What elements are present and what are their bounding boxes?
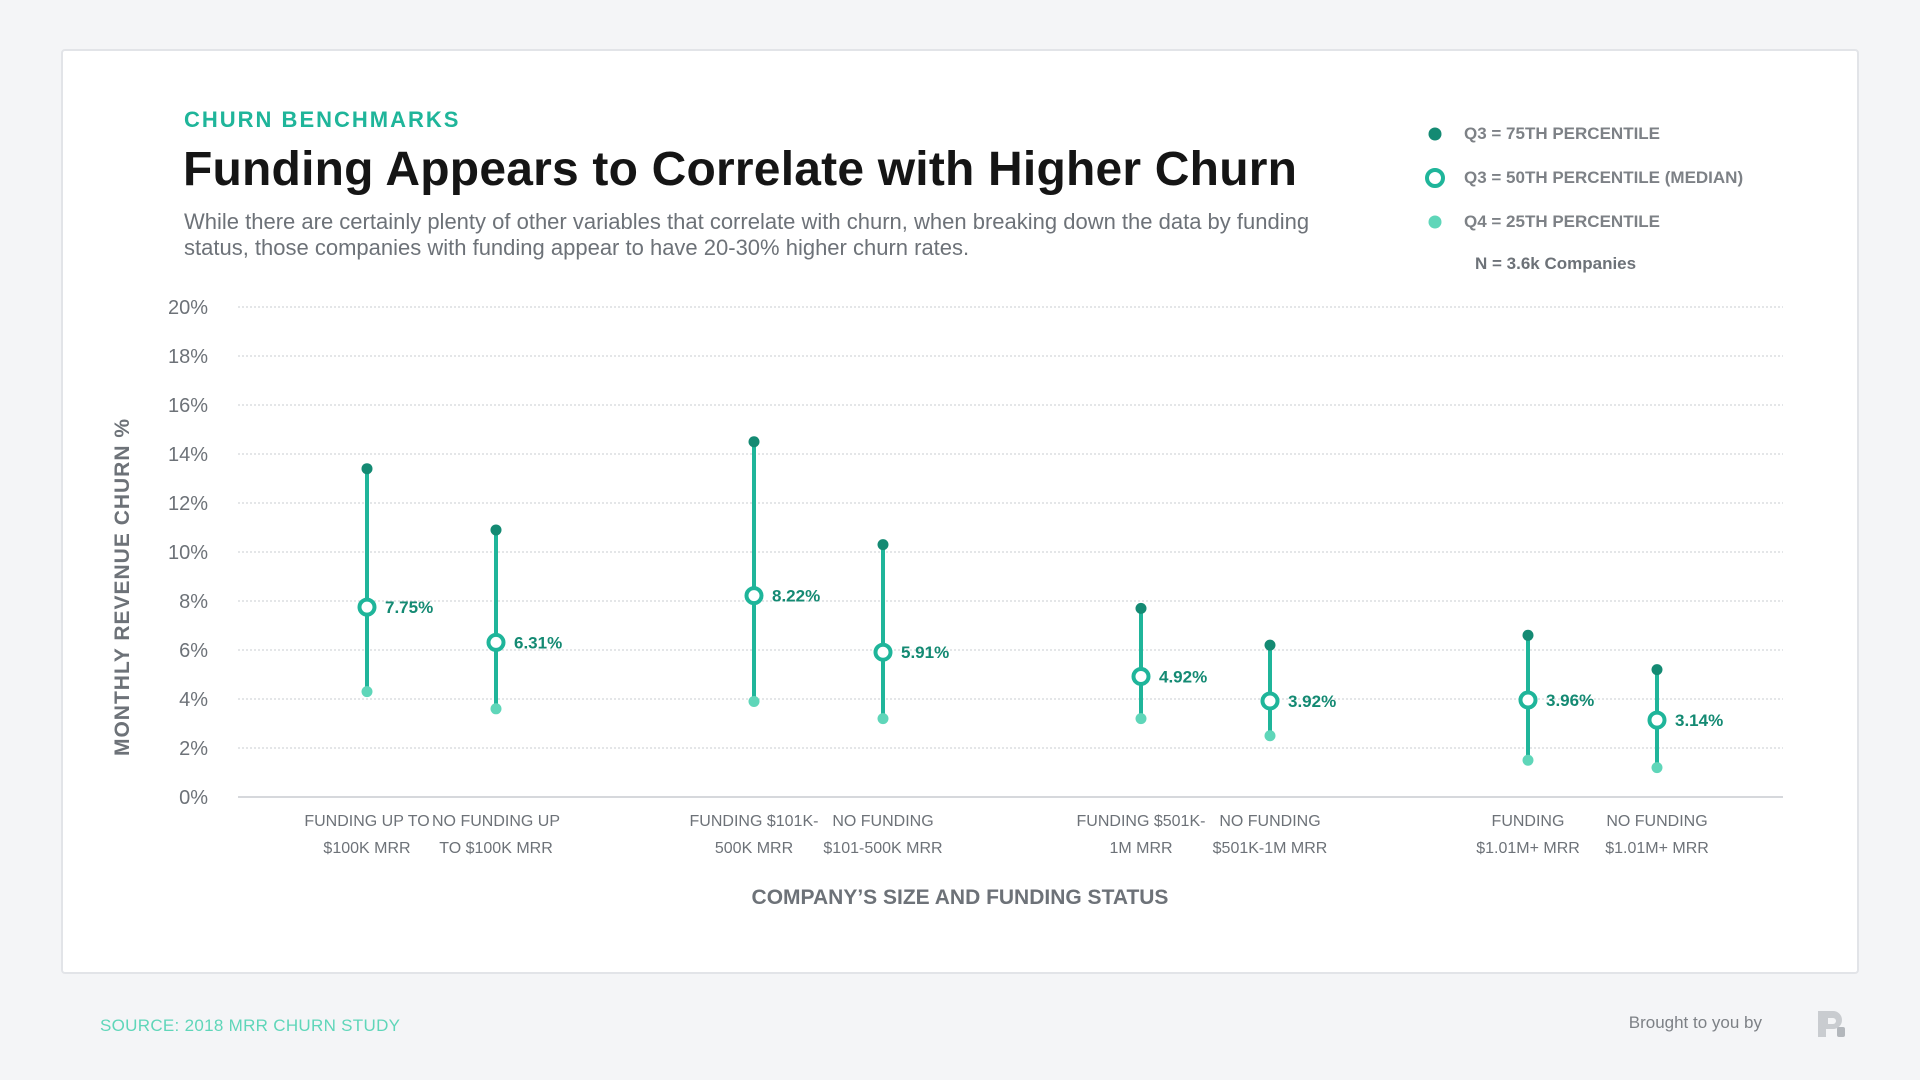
median-point bbox=[744, 586, 764, 606]
x-category-label: NO FUNDING bbox=[832, 813, 933, 830]
median-point bbox=[1647, 710, 1667, 730]
y-tick-label: 20% bbox=[168, 297, 208, 319]
chart-title: Funding Appears to Correlate with Higher… bbox=[183, 143, 1298, 196]
legend-item-q1: Q4 = 25TH PERCENTILE bbox=[1420, 200, 1820, 244]
y-tick-label: 14% bbox=[168, 444, 208, 466]
q1-dot bbox=[1522, 754, 1534, 766]
x-category-label: $1.01M+ MRR bbox=[1476, 840, 1580, 857]
q3-dot bbox=[490, 524, 502, 536]
median-point bbox=[1131, 666, 1151, 686]
brought-to-you-by: Brought to you by bbox=[1628, 1013, 1762, 1032]
chart-legend: Q3 = 75TH PERCENTILE Q3 = 50TH PERCENTIL… bbox=[1420, 112, 1820, 284]
x-category-label: $100K MRR bbox=[323, 840, 410, 857]
q3-dot bbox=[1651, 664, 1663, 676]
q3-dot bbox=[748, 436, 760, 448]
chart-subtitle: While there are certainly plenty of othe… bbox=[184, 209, 1310, 260]
q1-dot bbox=[748, 695, 760, 707]
median-point bbox=[1260, 691, 1280, 711]
x-category-label: NO FUNDING bbox=[1219, 813, 1320, 830]
x-category-label: FUNDING $501K- bbox=[1077, 813, 1206, 830]
y-tick-label: 2% bbox=[179, 738, 208, 760]
x-category-label: 1M MRR bbox=[1109, 840, 1172, 857]
median-data-label: 3.92% bbox=[1288, 692, 1336, 711]
q3-dot bbox=[1522, 629, 1534, 641]
y-tick-label: 10% bbox=[168, 542, 208, 564]
x-category-label: NO FUNDING bbox=[1606, 813, 1707, 830]
y-tick-label: 8% bbox=[179, 591, 208, 613]
legend-item-q3: Q3 = 75TH PERCENTILE bbox=[1420, 112, 1820, 156]
x-category-label: FUNDING bbox=[1492, 813, 1565, 830]
median-point bbox=[357, 597, 377, 617]
median-data-label: 8.22% bbox=[772, 587, 820, 606]
legend-item-median: Q3 = 50TH PERCENTILE (MEDIAN) bbox=[1420, 156, 1820, 200]
legend-median-label: Q3 = 50TH PERCENTILE (MEDIAN) bbox=[1464, 168, 1744, 187]
legend-q3-label: Q3 = 75TH PERCENTILE bbox=[1464, 124, 1661, 143]
y-tick-label: 16% bbox=[168, 395, 208, 417]
x-axis-title: COMPANY’S SIZE AND FUNDING STATUS bbox=[752, 886, 1169, 909]
median-data-label: 4.92% bbox=[1159, 667, 1207, 686]
q1-dot bbox=[1651, 762, 1663, 774]
x-category-label: NO FUNDING UP bbox=[432, 813, 560, 830]
q1-dot bbox=[877, 713, 889, 725]
y-tick-label: 0% bbox=[179, 787, 208, 809]
median-point bbox=[1518, 690, 1538, 710]
chart-kicker: CHURN BENCHMARKS bbox=[184, 107, 461, 132]
median-data-label: 3.14% bbox=[1675, 711, 1723, 730]
source-note: SOURCE: 2018 MRR CHURN STUDY bbox=[100, 1016, 401, 1035]
y-tick-label: 4% bbox=[179, 689, 208, 711]
q1-dot bbox=[1264, 730, 1276, 742]
q3-dot bbox=[1264, 639, 1276, 651]
x-category-label: FUNDING $101K- bbox=[690, 813, 819, 830]
median-data-label: 3.96% bbox=[1546, 691, 1594, 710]
x-category-label: $1.01M+ MRR bbox=[1605, 840, 1709, 857]
y-axis-title: MONTHLY REVENUE CHURN % bbox=[111, 418, 134, 756]
legend-median-ring bbox=[1420, 168, 1464, 188]
median-data-label: 6.31% bbox=[514, 633, 562, 652]
median-point bbox=[486, 632, 506, 652]
chart-card bbox=[61, 49, 1859, 974]
median-point bbox=[873, 642, 893, 662]
x-category-label: $501K-1M MRR bbox=[1213, 840, 1328, 857]
brand-logo-icon bbox=[1818, 1011, 1845, 1037]
q1-dot bbox=[1135, 713, 1147, 725]
y-tick-label: 12% bbox=[168, 493, 208, 515]
x-category-label: $101-500K MRR bbox=[823, 840, 942, 857]
q3-dot bbox=[877, 539, 889, 551]
legend-q3-dot bbox=[1420, 124, 1464, 144]
median-data-label: 5.91% bbox=[901, 643, 949, 662]
x-category-label: FUNDING UP TO bbox=[304, 813, 429, 830]
y-tick-label: 6% bbox=[179, 640, 208, 662]
q3-dot bbox=[361, 463, 373, 475]
q3-dot bbox=[1135, 602, 1147, 614]
median-data-label: 7.75% bbox=[385, 598, 433, 617]
x-category-label: 500K MRR bbox=[715, 840, 793, 857]
legend-sample-size: N = 3.6k Companies bbox=[1475, 254, 1637, 273]
q1-dot bbox=[361, 686, 373, 698]
legend-q1-dot bbox=[1420, 212, 1464, 232]
legend-q1-label: Q4 = 25TH PERCENTILE bbox=[1464, 212, 1661, 231]
x-category-label: TO $100K MRR bbox=[439, 840, 553, 857]
y-tick-label: 18% bbox=[168, 346, 208, 368]
q1-dot bbox=[490, 703, 502, 715]
